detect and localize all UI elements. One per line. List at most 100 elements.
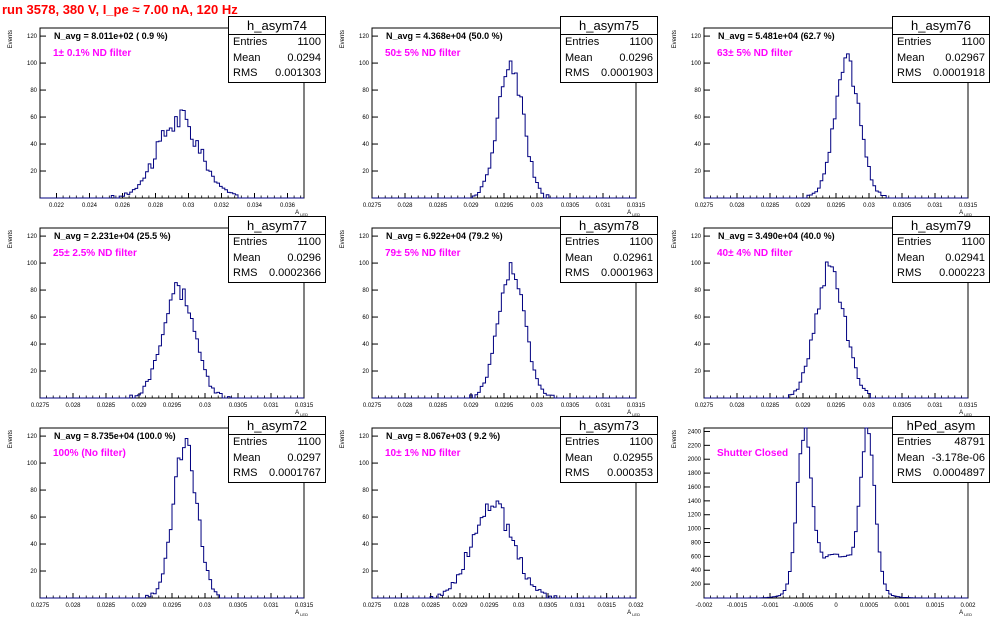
y-tick-label: 60 bbox=[30, 515, 37, 521]
x-tick-label: 0.0305 bbox=[229, 603, 248, 609]
x-tick-label: 0.029 bbox=[131, 403, 147, 409]
stats-label: RMS bbox=[233, 267, 258, 279]
stats-label: Mean bbox=[565, 251, 593, 264]
y-tick-label: 100 bbox=[359, 261, 370, 267]
x-tick-label: 0.0315 bbox=[627, 203, 646, 209]
x-tick-label: -0.0015 bbox=[727, 603, 748, 609]
stats-label: Entries bbox=[565, 36, 600, 48]
y-tick-label: 40 bbox=[694, 342, 701, 348]
stats-row-rms: RMS 0.0001963 bbox=[561, 266, 657, 282]
x-tick-label: 0.03 bbox=[531, 403, 543, 409]
y-tick-label: 40 bbox=[362, 142, 369, 148]
stats-value: 1100 bbox=[297, 36, 321, 48]
y-tick-label: 60 bbox=[362, 115, 369, 121]
stats-label: Mean bbox=[565, 451, 593, 464]
x-tick-label: 0.0005 bbox=[860, 603, 879, 609]
y-tick-label: 2400 bbox=[688, 429, 702, 435]
panel-h_asym79: 0.0275 0.028 0.0285 0.029 0.0295 0.03 0.0305 0.… bbox=[664, 216, 996, 420]
x-tick-label: 0.029 bbox=[463, 403, 479, 409]
stats-value: 0.0296 bbox=[619, 51, 653, 64]
filter-label: 10± 1% ND filter bbox=[385, 448, 461, 459]
stats-row-entries: Entries 1100 bbox=[561, 435, 657, 451]
plot-h_asym72: 0.0275 0.028 0.0285 0.029 0.0295 0.03 0.0305 0.… bbox=[8, 427, 314, 617]
x-tick-label: 0.0305 bbox=[539, 603, 558, 609]
stats-row-mean: Mean 0.02941 bbox=[893, 251, 989, 267]
y-tick-label: 80 bbox=[694, 88, 701, 94]
x-tick-label: 0.024 bbox=[82, 203, 98, 209]
stats-value: 0.0002366 bbox=[269, 267, 321, 279]
x-tick-label: 0 bbox=[834, 603, 838, 609]
stats-box: h_asym79 Entries 1100 Mean 0.02941 RMS 0.00022… bbox=[892, 216, 990, 283]
y-tick-label: 100 bbox=[27, 261, 38, 267]
histogram-name: h_asym75 bbox=[561, 17, 657, 35]
y-axis-title: Events bbox=[340, 230, 346, 248]
y-tick-label: 120 bbox=[691, 234, 702, 240]
x-tick-label: 0.029 bbox=[463, 203, 479, 209]
filter-label: 25± 2.5% ND filter bbox=[53, 248, 137, 259]
y-axis-title: Events bbox=[672, 30, 678, 48]
y-tick-label: 40 bbox=[694, 142, 701, 148]
stats-row-entries: Entries 1100 bbox=[561, 35, 657, 51]
y-tick-label: 40 bbox=[362, 342, 369, 348]
stats-value: 0.0001903 bbox=[601, 67, 653, 79]
y-tick-label: 20 bbox=[362, 569, 369, 575]
stats-box: h_asym73 Entries 1100 Mean 0.02955 RMS 0.00035… bbox=[560, 416, 658, 483]
stats-value: 1100 bbox=[297, 436, 321, 448]
y-axis-title: Events bbox=[8, 30, 14, 48]
histogram-name: h_asym77 bbox=[229, 217, 325, 235]
stats-label: Entries bbox=[565, 236, 600, 248]
y-tick-label: 400 bbox=[691, 568, 702, 574]
stats-row-mean: Mean 0.0296 bbox=[561, 51, 657, 67]
x-tick-label: 0.0305 bbox=[893, 403, 912, 409]
x-axis-title: A LED bbox=[627, 610, 640, 617]
stats-value: 48791 bbox=[954, 436, 985, 448]
x-tick-label: 0.0295 bbox=[480, 603, 499, 609]
panel-h_asym78: 0.0275 0.028 0.0285 0.029 0.0295 0.03 0.0305 0.… bbox=[332, 216, 664, 420]
x-tick-label: 0.03 bbox=[863, 203, 875, 209]
stats-label: Entries bbox=[897, 236, 932, 248]
histogram-line bbox=[704, 53, 968, 199]
stats-value: 1100 bbox=[961, 236, 985, 248]
panel-h_asym74: 0.022 0.024 0.026 0.028 0.03 0.032 0.034 0.036 2… bbox=[0, 16, 332, 220]
stats-row-mean: Mean 0.0297 bbox=[229, 451, 325, 467]
stats-label: Mean bbox=[897, 251, 925, 264]
filter-label: 50± 5% ND filter bbox=[385, 48, 461, 59]
stats-value: 0.001303 bbox=[275, 67, 321, 79]
y-tick-label: 40 bbox=[362, 542, 369, 548]
x-tick-label: 0.028 bbox=[397, 203, 413, 209]
plot-frame bbox=[371, 427, 637, 599]
y-tick-label: 20 bbox=[362, 169, 369, 175]
plot-h_asym73: 0.0275 0.028 0.0285 0.029 0.0295 0.03 0.0305 0.… bbox=[340, 427, 644, 617]
navg-label: N_avg = 5.481e+04 (62.7 %) bbox=[718, 31, 835, 41]
y-tick-label: 1200 bbox=[688, 513, 702, 519]
stats-label: Entries bbox=[233, 236, 268, 248]
x-axis-title: A LED bbox=[295, 410, 308, 417]
x-tick-label: 0.028 bbox=[729, 203, 745, 209]
x-tick-label: 0.0295 bbox=[827, 203, 846, 209]
y-tick-label: 60 bbox=[362, 515, 369, 521]
x-tick-label: 0.028 bbox=[397, 403, 413, 409]
stats-label: Entries bbox=[897, 436, 932, 448]
x-axis-title: A LED bbox=[627, 410, 640, 417]
plot-h_asym77: 0.0275 0.028 0.0285 0.029 0.0295 0.03 0.0305 0.… bbox=[8, 227, 314, 417]
x-tick-label: 0.0295 bbox=[827, 403, 846, 409]
plot-h_asym75: 0.0275 0.028 0.0285 0.029 0.0295 0.03 0.0305 0.… bbox=[340, 27, 646, 217]
y-axis-title: Events bbox=[340, 430, 346, 448]
x-tick-label: 0.031 bbox=[263, 603, 279, 609]
x-tick-label: 0.0315 bbox=[959, 203, 978, 209]
x-tick-label: 0.0285 bbox=[761, 403, 780, 409]
x-tick-label: 0.031 bbox=[595, 403, 611, 409]
stats-label: Mean bbox=[897, 451, 925, 464]
filter-label: 79± 5% ND filter bbox=[385, 248, 461, 259]
x-tick-label: 0.0315 bbox=[597, 603, 616, 609]
y-tick-label: 1800 bbox=[688, 471, 702, 477]
stats-value: 0.000223 bbox=[939, 267, 985, 279]
y-tick-label: 20 bbox=[30, 569, 37, 575]
histogram-line bbox=[372, 500, 636, 599]
histogram-line bbox=[40, 282, 304, 399]
navg-label: N_avg = 6.922e+04 (79.2 %) bbox=[386, 231, 503, 241]
x-tick-label: 0.031 bbox=[263, 403, 279, 409]
filter-label: 100% (No filter) bbox=[53, 448, 126, 459]
histogram-line bbox=[704, 427, 968, 599]
